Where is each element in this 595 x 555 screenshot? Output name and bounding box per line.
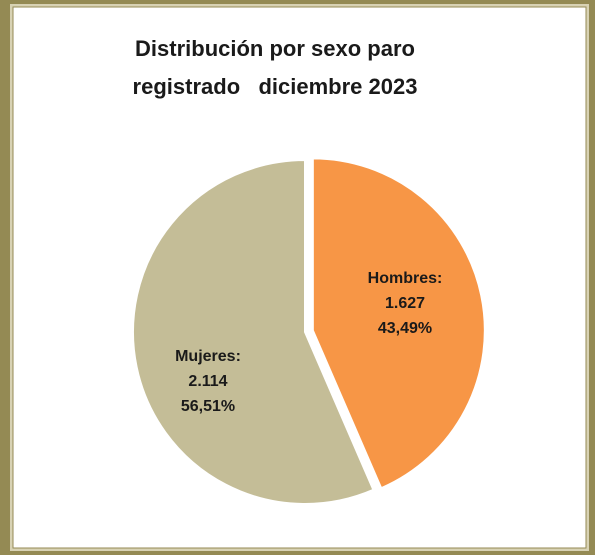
slice-value: 1.627 xyxy=(385,295,425,312)
slice-value: 2.114 xyxy=(188,373,227,390)
pie-slice xyxy=(311,157,486,490)
slice-percent: 43,49% xyxy=(378,320,432,337)
slice-label: Mujeres: xyxy=(175,348,241,365)
chart-title: registrado diciembre 2023 xyxy=(133,74,418,99)
slice-label: Hombres: xyxy=(368,270,443,287)
chart-title: Distribución por sexo paro xyxy=(135,36,415,61)
pie-slice xyxy=(132,158,375,505)
slice-percent: 56,51% xyxy=(181,398,235,415)
